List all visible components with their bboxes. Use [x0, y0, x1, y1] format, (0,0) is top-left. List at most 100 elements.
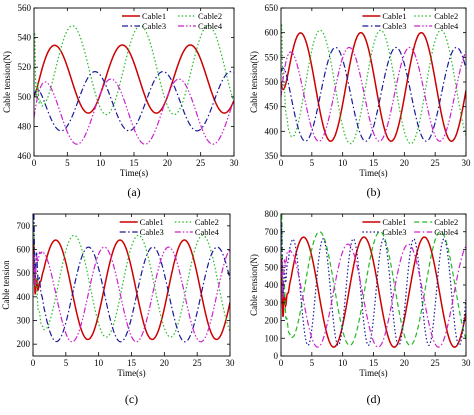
x-tick-label: 25 [193, 358, 203, 368]
panel-letter: (b) [367, 185, 381, 199]
x-tick-label: 10 [338, 158, 348, 168]
x-tick-label: 25 [431, 358, 441, 368]
y-tick-label: 400 [265, 126, 279, 136]
series-line-cable3 [33, 214, 230, 343]
y-tick-label: 700 [17, 221, 31, 231]
legend-label-cable4: Cable4 [434, 227, 459, 237]
legend-label-cable1: Cable1 [142, 11, 166, 21]
x-tick-label: 5 [310, 158, 315, 168]
legend-label-cable2: Cable2 [198, 11, 222, 21]
legend-label-cable2: Cable2 [434, 11, 458, 21]
x-tick-label: 15 [369, 158, 379, 168]
y-tick-label: 700 [265, 227, 279, 237]
x-axis-label: Time(s) [120, 168, 148, 178]
legend-label-cable2: Cable2 [195, 217, 219, 227]
x-tick-label: 10 [94, 358, 104, 368]
chart-panel-4: 0 5 10 15 20 25 300100200300400500600700800Tim… [249, 209, 472, 406]
series-line-cable1 [33, 239, 230, 341]
panel-letter: (c) [125, 392, 138, 406]
legend-label-cable3: Cable3 [382, 21, 406, 31]
y-tick-label: 500 [18, 92, 32, 102]
y-tick-label: 800 [265, 209, 279, 219]
y-tick-label: 520 [18, 62, 32, 72]
y-tick-label: 100 [265, 333, 279, 343]
x-tick-label: 20 [400, 358, 410, 368]
legend-label-cable1: Cable1 [382, 11, 406, 21]
legend-label-cable3: Cable3 [382, 227, 406, 237]
series-line-cable4 [281, 46, 466, 142]
y-tick-label: 450 [265, 102, 279, 112]
x-tick-label: 0 [279, 358, 284, 368]
y-tick-label: 0 [274, 351, 279, 361]
y-tick-label: 350 [265, 151, 279, 161]
y-tick-label: 480 [18, 121, 32, 131]
legend-label-cable1: Cable1 [382, 217, 406, 227]
y-tick-label: 600 [265, 28, 279, 38]
x-tick-label: 10 [338, 358, 348, 368]
x-tick-label: 5 [310, 358, 315, 368]
x-tick-label: 0 [31, 358, 36, 368]
y-tick-label: 460 [18, 151, 32, 161]
chart-panel-3: 0 5 10 15 20 25 30 200 300 400 500 600 700 Time(s) Cab… [1, 213, 236, 406]
y-tick-label: 600 [17, 245, 31, 255]
series-line-cable1 [34, 44, 234, 114]
y-axis-label: Cable tension(N) [249, 254, 259, 316]
y-tick-label: 400 [17, 292, 31, 302]
x-tick-label: 0 [32, 158, 37, 168]
x-axis-label: Time(s) [117, 368, 145, 378]
y-axis-label: Cable tension(N) [249, 51, 259, 113]
legend-label-cable4: Cable4 [198, 21, 223, 31]
series-line-cable1 [281, 31, 466, 142]
x-tick-label: 0 [279, 158, 284, 168]
x-tick-label: 15 [130, 158, 140, 168]
x-tick-label: 30 [226, 358, 236, 368]
y-tick-label: 500 [17, 268, 31, 278]
y-tick-label: 550 [265, 52, 279, 62]
y-tick-label: 540 [18, 33, 32, 43]
x-tick-label: 30 [462, 158, 472, 168]
series-line-cable2 [281, 214, 466, 346]
y-axis-label: Cable tension(N) [2, 51, 12, 113]
x-axis-label: Time(s) [359, 368, 387, 378]
legend-label-cable4: Cable4 [195, 227, 220, 237]
series-line-cable4 [281, 243, 466, 348]
x-tick-label: 5 [65, 158, 70, 168]
x-tick-label: 15 [127, 358, 137, 368]
y-tick-label: 500 [265, 77, 279, 87]
series-line-cable4 [34, 78, 234, 145]
x-tick-label: 5 [64, 358, 69, 368]
x-tick-label: 30 [230, 158, 240, 168]
legend-label-cable3: Cable3 [140, 227, 164, 237]
x-tick-label: 20 [400, 158, 410, 168]
y-tick-label: 300 [265, 298, 279, 308]
legend-label-cable4: Cable4 [434, 21, 459, 31]
y-axis-label: Cable tension [1, 260, 11, 310]
x-tick-label: 20 [163, 158, 173, 168]
y-tick-label: 200 [265, 316, 279, 326]
legend-label-cable2: Cable2 [434, 217, 458, 227]
series-line-cable4 [33, 246, 230, 343]
legend-label-cable3: Cable3 [142, 21, 166, 31]
x-tick-label: 25 [196, 158, 206, 168]
chart-panel-1: 0 5 10 15 20 25 30 460 480 500 520 540 560 Time(s) Cab… [2, 3, 239, 199]
y-tick-label: 650 [265, 3, 279, 13]
x-axis-label: Time(s) [359, 168, 387, 178]
legend-label-cable1: Cable1 [140, 217, 164, 227]
x-tick-label: 30 [462, 358, 472, 368]
y-tick-label: 560 [18, 3, 32, 13]
chart-panel-2: 0 5 10 15 20 25 30 350 400 450 500 550 600 650 Time(s)… [249, 3, 471, 199]
y-tick-label: 300 [17, 316, 31, 326]
x-tick-label: 15 [369, 358, 379, 368]
panel-letter: (a) [127, 185, 140, 199]
y-tick-label: 200 [17, 339, 31, 349]
panel-letter: (d) [367, 392, 381, 406]
series-line-cable3 [281, 46, 466, 142]
y-tick-label: 500 [265, 262, 279, 272]
x-tick-label: 10 [96, 158, 106, 168]
x-tick-label: 25 [431, 158, 441, 168]
y-tick-label: 400 [265, 280, 279, 290]
x-tick-label: 20 [160, 358, 170, 368]
y-tick-label: 600 [265, 245, 279, 255]
series-line-cable1 [281, 236, 466, 348]
